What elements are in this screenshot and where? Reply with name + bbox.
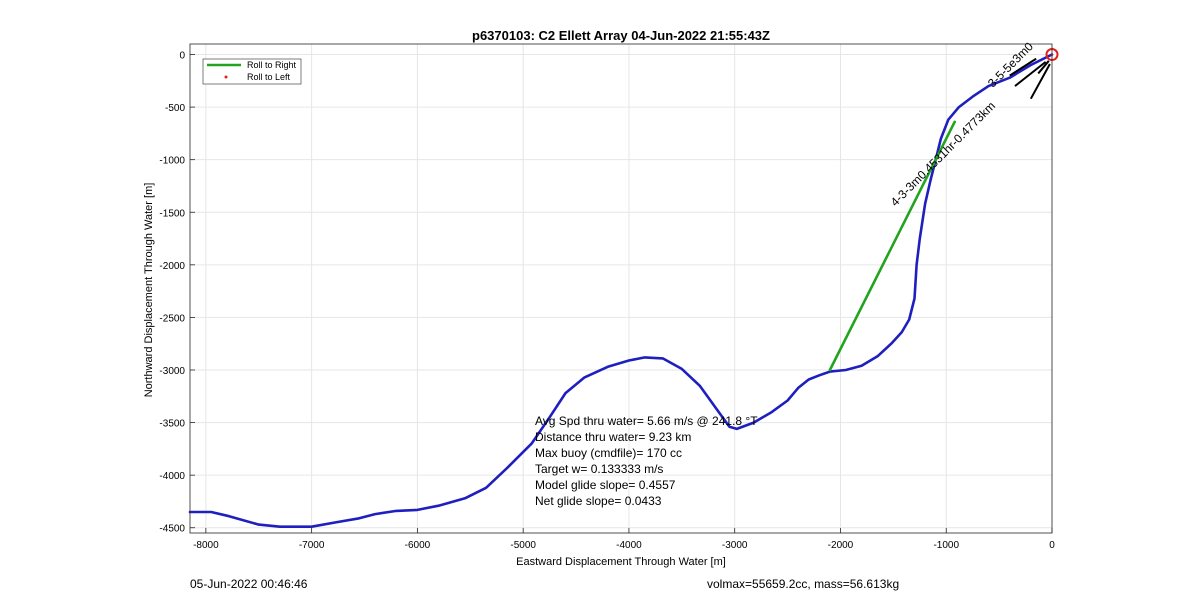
x-axis-label: Eastward Displacement Through Water [m] (516, 556, 726, 568)
y-tick-label: -500 (165, 103, 185, 114)
rotated-annotation: 4-3-3m0.4531hr-0.4773km (888, 99, 998, 209)
y-axis-label: Northward Displacement Through Water [m] (143, 183, 155, 398)
annotation-max-buoy: Max buoy (cmdfile)= 170 cc (535, 446, 682, 460)
x-tick-label: -6000 (405, 540, 431, 551)
surface-segment-line (1014, 61, 1047, 87)
x-tick-label: -8000 (193, 540, 219, 551)
annotation-net-glide: Net glide slope= 0.0433 (535, 494, 662, 508)
legend-label-roll-right: Roll to Right (247, 60, 297, 70)
stats-annotations: Avg Spd thru water= 5.66 m/s @ 241.8 °T … (535, 414, 758, 508)
footer-vol-mass: volmax=55659.2cc, mass=56.613kg (707, 577, 899, 591)
y-tick-label: -3500 (159, 419, 185, 430)
y-tick-label: -3000 (159, 366, 185, 377)
y-tick-label: 0 (179, 51, 185, 62)
x-tick-label: -7000 (299, 540, 325, 551)
axis-ticks: -8000 -7000 -6000 -5000 -4000 -3000 -2000 -1000… (159, 51, 1055, 551)
x-tick-label: -1000 (933, 540, 959, 551)
annotation-target-w: Target w= 0.133333 m/s (535, 462, 663, 476)
plot-area-frame (189, 43, 1053, 534)
x-tick-label: -4000 (616, 540, 642, 551)
footer-timestamp: 05-Jun-2022 00:46:46 (190, 577, 308, 591)
legend-label-roll-left: Roll to Left (247, 72, 291, 82)
annotation-model-glide: Model glide slope= 0.4557 (535, 478, 676, 492)
y-tick-label: -4000 (159, 471, 185, 482)
legend: Roll to Right Roll to Left (202, 58, 302, 85)
legend-box (202, 58, 302, 85)
surface-segment-line (1029, 63, 1051, 100)
y-tick-label: -2500 (159, 313, 185, 324)
chart-title: p6370103: C2 Ellett Array 04-Jun-2022 21… (472, 28, 770, 43)
annotation-distance: Distance thru water= 9.23 km (535, 430, 691, 444)
y-tick-label: -2000 (159, 261, 185, 272)
x-tick-label: -2000 (828, 540, 854, 551)
y-tick-label: -1500 (159, 208, 185, 219)
y-tick-label: -1000 (159, 156, 185, 167)
x-tick-label: -3000 (722, 540, 748, 551)
annotation-avg-speed: Avg Spd thru water= 5.66 m/s @ 241.8 °T (535, 414, 758, 428)
x-tick-label: 0 (1049, 540, 1055, 551)
legend-swatch-roll-left (224, 75, 228, 79)
track-line-roll-right (828, 120, 957, 372)
track-line-blue (188, 53, 1054, 529)
x-tick-label: -5000 (510, 540, 536, 551)
y-tick-label: -4500 (159, 524, 185, 535)
surface-segment-line (1037, 60, 1050, 75)
surface-segment-line (1009, 57, 1037, 77)
